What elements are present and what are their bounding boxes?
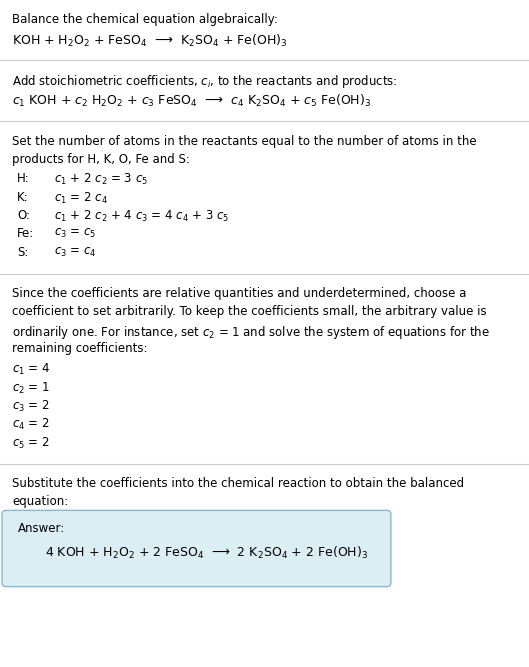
Text: $c_1$ + 2 $c_2$ = 3 $c_5$: $c_1$ + 2 $c_2$ = 3 $c_5$	[54, 172, 148, 187]
Text: Answer:: Answer:	[18, 522, 65, 535]
Text: coefficient to set arbitrarily. To keep the coefficients small, the arbitrary va: coefficient to set arbitrarily. To keep …	[12, 305, 487, 318]
Text: KOH + H$_2$O$_2$ + FeSO$_4$  ⟶  K$_2$SO$_4$ + Fe(OH)$_3$: KOH + H$_2$O$_2$ + FeSO$_4$ ⟶ K$_2$SO$_4…	[12, 33, 287, 49]
Text: equation:: equation:	[12, 495, 68, 508]
Text: $c_2$ = 1: $c_2$ = 1	[12, 380, 50, 396]
Text: Substitute the coefficients into the chemical reaction to obtain the balanced: Substitute the coefficients into the che…	[12, 477, 464, 490]
Text: remaining coefficients:: remaining coefficients:	[12, 342, 148, 355]
Text: $c_5$ = 2: $c_5$ = 2	[12, 436, 50, 451]
Text: $c_1$ KOH + $c_2$ H$_2$O$_2$ + $c_3$ FeSO$_4$  ⟶  $c_4$ K$_2$SO$_4$ + $c_5$ Fe(O: $c_1$ KOH + $c_2$ H$_2$O$_2$ + $c_3$ FeS…	[12, 93, 371, 109]
Text: S:: S:	[17, 245, 29, 259]
Text: $c_1$ = 4: $c_1$ = 4	[12, 362, 50, 378]
Text: Set the number of atoms in the reactants equal to the number of atoms in the: Set the number of atoms in the reactants…	[12, 135, 477, 147]
Text: $c_3$ = $c_4$: $c_3$ = $c_4$	[54, 245, 97, 259]
Text: Fe:: Fe:	[17, 227, 34, 240]
Text: Add stoichiometric coefficients, $c_i$, to the reactants and products:: Add stoichiometric coefficients, $c_i$, …	[12, 73, 397, 90]
Text: products for H, K, O, Fe and S:: products for H, K, O, Fe and S:	[12, 153, 190, 166]
Text: K:: K:	[17, 191, 29, 203]
Text: $c_1$ + 2 $c_2$ + 4 $c_3$ = 4 $c_4$ + 3 $c_5$: $c_1$ + 2 $c_2$ + 4 $c_3$ = 4 $c_4$ + 3 …	[54, 209, 229, 224]
Text: $c_1$ = 2 $c_4$: $c_1$ = 2 $c_4$	[54, 191, 108, 205]
Text: Since the coefficients are relative quantities and underdetermined, choose a: Since the coefficients are relative quan…	[12, 287, 467, 300]
Text: $c_3$ = $c_5$: $c_3$ = $c_5$	[54, 227, 96, 241]
Text: $c_3$ = 2: $c_3$ = 2	[12, 399, 50, 414]
Text: ordinarily one. For instance, set $c_2$ = 1 and solve the system of equations fo: ordinarily one. For instance, set $c_2$ …	[12, 323, 490, 341]
Text: H:: H:	[17, 172, 30, 185]
Text: O:: O:	[17, 209, 30, 222]
FancyBboxPatch shape	[2, 510, 391, 586]
Text: Balance the chemical equation algebraically:: Balance the chemical equation algebraica…	[12, 13, 278, 26]
Text: 4 KOH + H$_2$O$_2$ + 2 FeSO$_4$  ⟶  2 K$_2$SO$_4$ + 2 Fe(OH)$_3$: 4 KOH + H$_2$O$_2$ + 2 FeSO$_4$ ⟶ 2 K$_2…	[45, 545, 368, 561]
Text: $c_4$ = 2: $c_4$ = 2	[12, 418, 50, 432]
